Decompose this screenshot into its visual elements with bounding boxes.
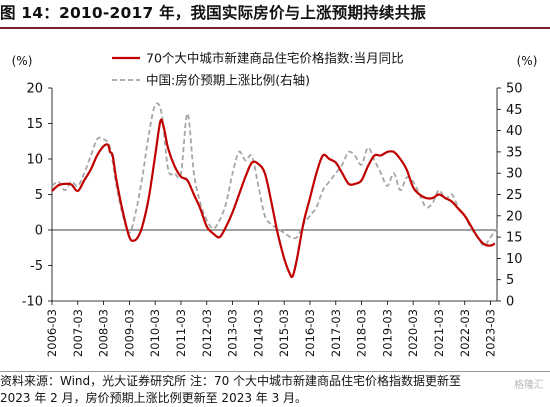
title-rule	[0, 27, 550, 29]
x-tick-label: 2013-03	[226, 309, 240, 357]
right-tick-label: 45	[506, 103, 523, 118]
x-tick-label: 2011-03	[174, 309, 188, 357]
series-line-price-index	[51, 118, 496, 279]
x-tick-label: 2018-03	[355, 309, 369, 357]
x-tick-label: 2015-03	[277, 309, 291, 357]
x-tick-label: 2007-03	[71, 309, 85, 357]
chart-axes: -10 -5 0 5 10 15 20 (%) 0 5 10 15 20 25 30 35 40 45 50 (%) 2…	[12, 54, 538, 357]
x-tick-label: 2020-03	[406, 309, 420, 357]
right-tick-label: 5	[506, 273, 514, 288]
left-axis-unit: (%)	[12, 54, 33, 68]
x-tick-label: 2014-03	[251, 309, 265, 357]
left-tick-label: 0	[35, 224, 43, 239]
figure-title: 图 14：2010-2017 年，我国实际房价与上涨预期持续共振	[0, 4, 426, 22]
left-tick-label: 5	[35, 188, 43, 203]
x-tick-label: 2023-03	[484, 309, 498, 357]
right-tick-label: 40	[506, 124, 523, 139]
x-tick-label: 2017-03	[329, 309, 343, 357]
x-tick-label: 2022-03	[458, 309, 472, 357]
x-tick-label: 2019-03	[380, 309, 394, 357]
source-rule	[0, 371, 550, 372]
right-tick-label: 0	[506, 295, 514, 310]
right-tick-label: 15	[506, 231, 523, 246]
right-tick-label: 20	[506, 209, 523, 224]
right-axis-unit: (%)	[517, 54, 538, 68]
right-tick-label: 50	[506, 82, 523, 97]
left-tick-label: 20	[26, 82, 43, 97]
left-tick-label: 10	[26, 153, 43, 168]
left-tick-label: -5	[30, 259, 43, 274]
right-tick-label: 35	[506, 145, 523, 160]
right-tick-label: 30	[506, 167, 523, 182]
x-tick-label: 2010-03	[148, 309, 162, 357]
right-tick-label: 25	[506, 188, 523, 203]
right-tick-label: 10	[506, 252, 523, 267]
source-note-line1: 资料来源：Wind，光大证券研究所 注：70 个大中城市新建商品住宅价格指数据更…	[0, 374, 462, 388]
watermark: 格隆汇	[514, 380, 544, 391]
left-tick-label: -10	[22, 295, 43, 310]
x-tick-label: 2016-03	[303, 309, 317, 357]
series-line-expectation	[51, 102, 498, 247]
legend-label-expectation: 中国:房价预期上涨比例(右轴)	[146, 73, 310, 88]
x-tick-label: 2012-03	[200, 309, 214, 357]
x-tick-label: 2021-03	[432, 309, 446, 357]
x-tick-label: 2009-03	[122, 309, 136, 357]
x-tick-label: 2006-03	[45, 309, 59, 357]
left-tick-label: 15	[26, 117, 43, 132]
chart-series	[51, 102, 498, 279]
source-note-line2: 2023 年 2 月，房价预期上涨比例更新至 2023 年 3 月。	[0, 391, 308, 405]
legend-label-price-index: 70个大中城市新建商品住宅价格指数:当月同比	[146, 51, 404, 66]
x-tick-label: 2008-03	[97, 309, 111, 357]
line-chart: -10 -5 0 5 10 15 20 (%) 0 5 10 15 20 25 30 35 40 45 50 (%) 2…	[12, 51, 538, 358]
